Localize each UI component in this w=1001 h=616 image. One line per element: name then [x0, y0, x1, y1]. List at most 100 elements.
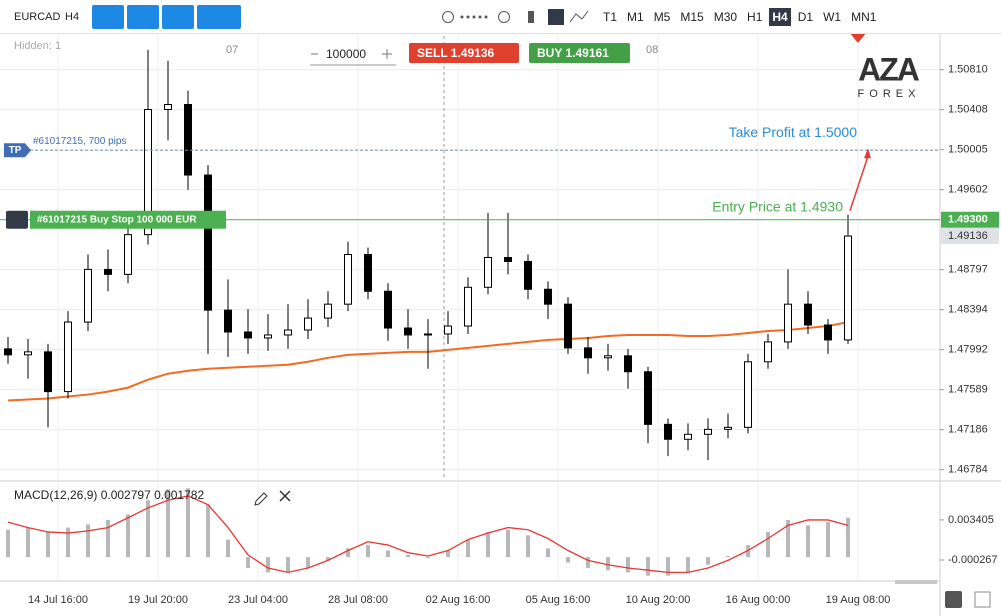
histogram-bar [686, 557, 690, 573]
histogram-bar [566, 557, 570, 563]
histogram-bar [606, 557, 610, 571]
candles-active[interactable] [548, 9, 564, 25]
timeframe-option[interactable]: M5 [653, 10, 671, 24]
edit-icon[interactable] [254, 492, 268, 506]
candle-body [44, 351, 52, 393]
plot: 1.50810 1.50408 1.50005 1.49602 1.48797 1.483… [0, 49, 999, 606]
candle-body [124, 234, 132, 275]
histogram-bar [26, 527, 30, 558]
timeframe-option[interactable]: MN1 [851, 10, 877, 24]
candle-body [804, 303, 812, 326]
candle-body [744, 361, 752, 428]
draw-button[interactable] [127, 5, 159, 29]
zoom-out[interactable] [442, 11, 454, 23]
arrow [849, 155, 869, 212]
histogram-bar [86, 524, 90, 558]
tp-annotation: Take Profit at 1.5000 [729, 124, 858, 140]
candle-body [664, 423, 672, 440]
sell-price: 1.49136 [450, 46, 495, 60]
histogram-bar [546, 548, 550, 558]
histogram-bar [786, 519, 790, 558]
histogram-bar [186, 488, 190, 558]
logo: AZA [858, 51, 920, 87]
y-tick-label: 1.47589 [948, 384, 988, 396]
zoom-dot [484, 15, 488, 19]
candles-button[interactable] [528, 11, 534, 23]
close-icon[interactable] [279, 490, 291, 502]
histogram-bar [266, 557, 270, 573]
logo-sub: FOREX [858, 88, 921, 100]
current-price: 1.49136 [948, 230, 988, 242]
entry-order-bg [30, 210, 226, 229]
y-tick-label: 1.49602 [948, 184, 988, 196]
candle-body [264, 334, 272, 339]
candle-body [824, 324, 832, 341]
tp-tag-bg [4, 143, 31, 158]
zoom-controls [442, 9, 589, 25]
y-tick-label: 0.003405 [948, 514, 994, 526]
candle-body [384, 290, 392, 329]
histogram-bar [306, 557, 310, 568]
timeframe-option[interactable]: M1 [627, 10, 644, 24]
line-button[interactable] [569, 10, 589, 23]
histogram-bar [586, 557, 590, 568]
candle-body [364, 254, 372, 292]
histogram-bar [646, 557, 650, 576]
timeframe-option[interactable]: T1 [603, 10, 618, 24]
x-tick-label: 10 Aug 20:00 [626, 594, 691, 606]
buy-price: 1.49161 [565, 46, 609, 60]
symbol[interactable]: EURCAD [14, 11, 61, 23]
zoom-in[interactable] [498, 11, 510, 23]
timeframe-option[interactable]: H1 [747, 10, 763, 24]
histogram-bar [506, 529, 510, 558]
fullscreen-icon[interactable] [945, 591, 962, 608]
scrollbar[interactable] [895, 580, 937, 584]
entry-annotation: Entry Price at 1.4930 [712, 198, 843, 214]
objects-button[interactable] [162, 5, 194, 29]
y-tick-label: 1.47186 [948, 424, 988, 436]
histogram-bar [166, 489, 170, 558]
x-tick-label: 16 Aug 00:00 [726, 594, 791, 606]
y-tick-label: -0.000267 [948, 554, 998, 566]
y-tick-label: 1.46784 [948, 464, 988, 476]
candle-body [324, 303, 332, 319]
x-tick-label: 19 Aug 08:00 [826, 594, 891, 606]
candle-body [424, 333, 432, 336]
volume[interactable]: 100000 [326, 47, 367, 61]
timeframe-option[interactable]: W1 [823, 10, 842, 24]
histogram-bar [66, 527, 70, 558]
y-tick-label: 1.47992 [948, 344, 988, 356]
volume-control [310, 49, 396, 66]
sell-label: SELL [417, 46, 448, 60]
buy-button[interactable]: BUY 1.49161 [529, 43, 630, 63]
histogram-bar [666, 557, 670, 576]
candle-body [604, 355, 612, 359]
histogram-bar [486, 531, 490, 558]
indicators-button[interactable] [197, 5, 241, 29]
bar-chart-button[interactable] [92, 5, 124, 29]
timeframe-option[interactable]: M30 [713, 10, 738, 24]
zoom-dot [466, 15, 470, 19]
histogram-bar [846, 517, 850, 558]
hidden-count[interactable]: Hidden: 1 [14, 40, 62, 52]
timeframe-option[interactable]: H4 [769, 8, 791, 26]
candle-body [104, 268, 112, 275]
histogram-bar [366, 545, 370, 558]
candle-body [24, 351, 32, 356]
timeframe-option[interactable]: D1 [797, 10, 814, 24]
histogram-bar [106, 519, 110, 558]
candle-body [284, 329, 292, 336]
settings-icon[interactable] [974, 591, 991, 608]
histogram-bar [386, 550, 390, 558]
timeframe-option[interactable]: M15 [680, 10, 704, 24]
histogram-bar [146, 500, 150, 558]
zoom-dot [460, 15, 464, 19]
histogram-bar [246, 557, 250, 568]
sell-button[interactable]: SELL 1.49136 [409, 43, 519, 63]
histogram-bar [286, 557, 290, 573]
x-tick-label: 14 Jul 16:00 [28, 594, 88, 606]
candle-body [144, 108, 152, 236]
timeframe[interactable]: H4 [65, 11, 80, 23]
y-tick-label: 1.48394 [948, 304, 988, 316]
